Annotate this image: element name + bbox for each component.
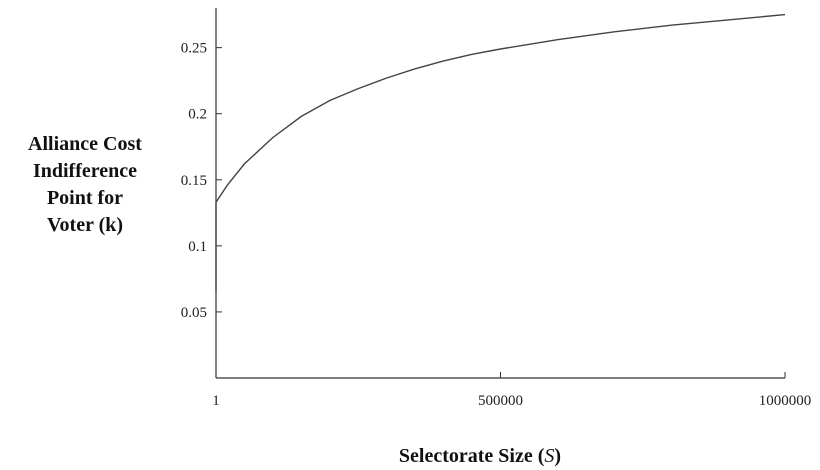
x-axis-label-close: ) xyxy=(554,445,561,467)
x-tick-label: 1000000 xyxy=(759,393,812,409)
x-axis-label-main: Selectorate Size ( xyxy=(399,445,545,467)
x-axis-label-variable: S xyxy=(544,445,554,467)
axes xyxy=(215,8,785,379)
series-group xyxy=(215,13,786,293)
x-axis-ticks: 1 500000 1000000 xyxy=(212,372,811,409)
y-tick-label: 0.2 xyxy=(188,107,207,123)
y-axis-label-line-3: Point for xyxy=(47,187,123,209)
series-line-1 xyxy=(215,13,786,203)
y-tick-label: 0.25 xyxy=(181,41,207,57)
x-tick-label: 1 xyxy=(212,393,220,409)
x-axis-label: Selectorate Size (S) xyxy=(399,445,561,467)
y-tick-label: 0.1 xyxy=(188,239,207,255)
y-axis-label-line-1: Alliance Cost xyxy=(28,133,142,155)
y-tick-label: 0.15 xyxy=(181,173,207,189)
y-tick-label: 0.05 xyxy=(181,305,207,321)
x-tick-label: 500000 xyxy=(478,393,523,409)
y-axis-label-line-4: Voter (k) xyxy=(47,214,123,236)
y-axis-ticks: 0.05 0.1 0.15 0.2 0.25 xyxy=(181,41,222,321)
y-axis-label-line-2: Indifference xyxy=(33,160,137,182)
